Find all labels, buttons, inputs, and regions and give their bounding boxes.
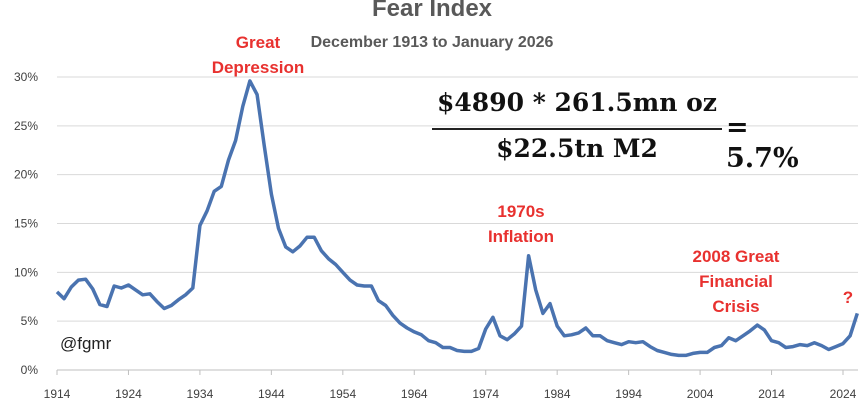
y-tick-label: 10%: [14, 265, 38, 279]
watermark: @fgmr: [60, 334, 112, 353]
y-tick-label: 25%: [14, 119, 38, 133]
y-tick-label: 15%: [14, 217, 38, 231]
y-tick-label: 0%: [21, 363, 39, 377]
formula-fraction-bar: [432, 128, 722, 130]
annotation-label: Great: [236, 33, 281, 52]
annotation-label: 1970s: [497, 202, 544, 221]
annotation-label: Crisis: [712, 297, 759, 316]
formula-numerator: $4890 * 261.5mn oz: [437, 88, 717, 117]
annotation-label: ?: [843, 288, 853, 307]
y-tick-label: 30%: [14, 70, 38, 84]
x-tick-label: 1974: [472, 387, 499, 400]
x-tick-label: 1954: [329, 387, 356, 400]
chart-subtitle: December 1913 to January 2026: [311, 34, 554, 51]
y-tick-label: 5%: [21, 314, 39, 328]
x-tick-label: 1944: [258, 387, 285, 400]
x-tick-label: 1914: [44, 387, 71, 400]
chart-title: Fear Index: [372, 0, 493, 22]
x-tick-label: 2024: [830, 387, 857, 400]
formula-denominator: $22.5tn M2: [496, 134, 658, 163]
series-line: [55, 79, 859, 358]
annotation-label: 2008 Great: [693, 247, 780, 266]
annotation-label: Financial: [699, 272, 773, 291]
annotation-label: Depression: [212, 58, 305, 77]
formula-result: = 5.7%: [726, 112, 799, 174]
x-tick-label: 2014: [758, 387, 785, 400]
x-tick-label: 1924: [115, 387, 142, 400]
x-tick-label: 2004: [687, 387, 714, 400]
x-tick-label: 1994: [615, 387, 642, 400]
x-tick-label: 1984: [544, 387, 571, 400]
x-tick-label: 1934: [187, 387, 214, 400]
annotation-label: Inflation: [488, 227, 554, 246]
x-tick-label: 1964: [401, 387, 428, 400]
y-tick-label: 20%: [14, 168, 38, 182]
